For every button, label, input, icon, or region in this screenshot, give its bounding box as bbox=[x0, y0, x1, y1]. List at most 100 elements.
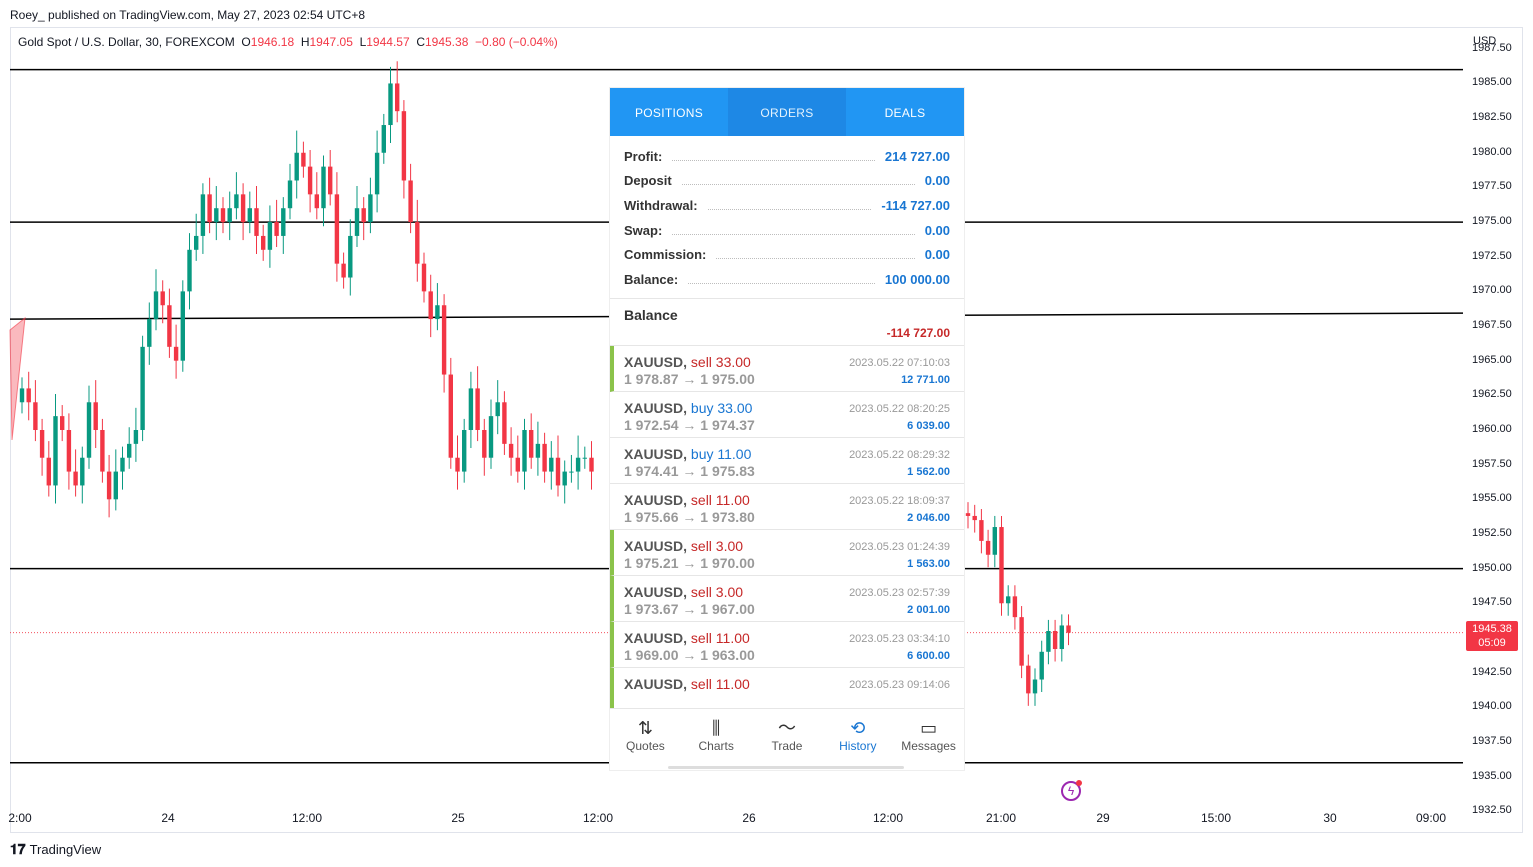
price-tick: 1947.50 bbox=[1472, 596, 1512, 609]
candle-body bbox=[214, 208, 219, 223]
deal-row[interactable]: XAUUSD, sell 33.00 1 978.87 → 1 975.00 202… bbox=[610, 345, 964, 392]
deal-row[interactable]: XAUUSD, sell 3.00 1 975.21 → 1 970.00 2023… bbox=[610, 529, 964, 576]
tradingview-logo[interactable]: 𝟏𝟕 TradingView bbox=[10, 841, 101, 858]
candle-body bbox=[965, 513, 971, 516]
candle-body bbox=[274, 222, 279, 236]
candle-body bbox=[562, 471, 567, 486]
nav-trade[interactable]: 〜 Trade bbox=[752, 709, 823, 770]
deals-list[interactable]: XAUUSD, sell 33.00 1 978.87 → 1 975.00 202… bbox=[610, 345, 964, 714]
candle-body bbox=[106, 471, 112, 500]
nav-history[interactable]: ⟲ History bbox=[822, 709, 893, 770]
candle-body bbox=[1012, 596, 1018, 618]
nav-quotes[interactable]: ⇅ Quotes bbox=[610, 709, 681, 770]
deal-profit: 1 563.00 bbox=[907, 557, 950, 570]
nav-charts[interactable]: ⫼ Charts bbox=[681, 709, 752, 770]
price-tick: 1937.50 bbox=[1472, 734, 1512, 747]
nav-label: History bbox=[839, 739, 877, 753]
candle-body bbox=[515, 457, 520, 472]
deal-prices: 1 972.54 → 1 974.37 bbox=[624, 416, 755, 433]
candle-body bbox=[488, 416, 494, 458]
summary-value: 214 727.00 bbox=[884, 148, 950, 164]
candle-body bbox=[1019, 617, 1024, 666]
summary-value: 0.00 bbox=[924, 173, 950, 189]
summary-value: 100 000.00 bbox=[884, 271, 950, 287]
leader-dots bbox=[672, 226, 915, 235]
deal-row[interactable]: XAUUSD, sell 11.00 1 969.00 → 1 963.00 202… bbox=[610, 621, 964, 668]
chart-area[interactable] bbox=[10, 27, 1523, 833]
last-price-tag: 1945.38 05:09 bbox=[1466, 621, 1518, 651]
time-tick: 15:00 bbox=[1200, 811, 1232, 825]
tab-deals[interactable]: DEALS bbox=[884, 106, 926, 120]
deal-row[interactable]: XAUUSD, sell 11.00 2023.05.23 09:14:06 bbox=[610, 667, 964, 714]
leader-dots bbox=[716, 250, 915, 260]
price-tick: 1975.00 bbox=[1472, 215, 1512, 228]
summary-value: -114 727.00 bbox=[881, 197, 950, 213]
price-tick: 1940.00 bbox=[1472, 700, 1512, 713]
deal-symbol: XAUUSD, sell 11.00 bbox=[624, 675, 750, 692]
tab-orders[interactable]: ORDERS bbox=[728, 88, 846, 136]
deal-row[interactable]: XAUUSD, sell 11.00 1 975.66 → 1 973.80 202… bbox=[610, 484, 964, 530]
deal-time: 2023.05.22 18:09:37 bbox=[849, 494, 950, 507]
candle-body bbox=[200, 194, 206, 236]
candle-body bbox=[120, 457, 125, 472]
low-value: 1944.57 bbox=[366, 35, 410, 49]
candle-body bbox=[321, 166, 326, 209]
deal-symbol: XAUUSD, sell 33.00 bbox=[624, 353, 751, 370]
time-tick: 30 bbox=[1323, 811, 1337, 825]
nav-messages[interactable]: ▭ Messages bbox=[893, 709, 964, 770]
notification-dot bbox=[1076, 780, 1082, 786]
candle-body bbox=[194, 235, 199, 250]
price-tick: 1932.50 bbox=[1472, 804, 1512, 817]
lightning-icon[interactable]: ϟ bbox=[1061, 780, 1082, 801]
time-tick: 2:00 bbox=[8, 811, 32, 825]
deal-row[interactable]: XAUUSD, buy 11.00 1 974.41 → 1 975.83 2023… bbox=[610, 438, 964, 484]
candle-body bbox=[421, 263, 427, 292]
price-tick: 1972.50 bbox=[1472, 249, 1512, 262]
candle-body bbox=[160, 291, 165, 306]
deal-row[interactable]: XAUUSD, sell 3.00 1 973.67 → 1 967.00 2023… bbox=[610, 575, 964, 622]
close-value: 1945.38 bbox=[424, 35, 469, 49]
deal-prices: 1 974.41 → 1 975.83 bbox=[624, 462, 755, 479]
summary-key: Profit: bbox=[624, 148, 663, 164]
candle-body bbox=[39, 430, 45, 458]
time-tick: 24 bbox=[161, 811, 175, 825]
candle-body bbox=[448, 374, 453, 458]
candle-body bbox=[455, 457, 460, 472]
time-tick: 09:00 bbox=[1415, 811, 1447, 825]
nav-label: Charts bbox=[698, 739, 734, 753]
candle-body bbox=[475, 388, 480, 430]
nav-label: Quotes bbox=[626, 739, 665, 753]
candle-body bbox=[53, 416, 58, 486]
leader-dots bbox=[707, 201, 872, 210]
candle-body bbox=[388, 83, 393, 126]
tab-positions[interactable]: POSITIONS bbox=[634, 106, 704, 120]
candle-body bbox=[415, 222, 420, 264]
candle-body bbox=[140, 346, 145, 430]
candle-body bbox=[173, 346, 179, 361]
candle-body bbox=[127, 443, 132, 458]
price-tick: 1962.50 bbox=[1472, 388, 1512, 401]
price-tick: 1965.00 bbox=[1472, 353, 1512, 366]
price-tick: 1952.50 bbox=[1472, 526, 1512, 539]
price-tick: 1942.50 bbox=[1472, 665, 1512, 678]
price-tick: 1977.50 bbox=[1472, 180, 1512, 193]
price-tick: 1935.00 bbox=[1472, 769, 1512, 782]
candle-body bbox=[26, 388, 31, 403]
candle-body bbox=[187, 249, 192, 292]
high-value: 1947.05 bbox=[309, 35, 353, 49]
candle-body bbox=[247, 208, 252, 223]
summary-row: Commission: 0.00 bbox=[624, 242, 950, 267]
summary-key: Swap: bbox=[624, 222, 663, 238]
leader-dots bbox=[681, 176, 915, 186]
candle-body bbox=[428, 291, 433, 320]
summary-value: 0.00 bbox=[924, 247, 950, 263]
candle-body bbox=[301, 152, 306, 167]
deal-symbol: XAUUSD, buy 33.00 bbox=[624, 399, 753, 416]
candle-body bbox=[1059, 625, 1064, 650]
deal-time: 2023.05.22 08:20:25 bbox=[849, 402, 950, 415]
deal-row[interactable]: XAUUSD, buy 33.00 1 972.54 → 1 974.37 2023… bbox=[610, 392, 964, 438]
account-summary: Profit: 214 727.00 Deposit 0.00 Withdrawal: -… bbox=[610, 136, 964, 299]
candle-body bbox=[542, 443, 547, 472]
deal-time: 2023.05.22 08:29:32 bbox=[849, 448, 950, 461]
tv-logo-icon: 𝟏𝟕 bbox=[10, 841, 26, 857]
